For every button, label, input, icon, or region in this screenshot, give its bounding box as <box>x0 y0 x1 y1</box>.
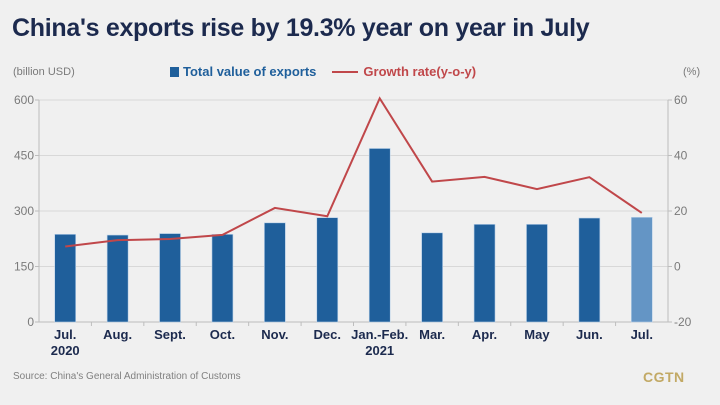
x-tick-label: Oct. <box>210 327 235 342</box>
left-tick-label: 450 <box>14 149 34 163</box>
legend-bar-label: Total value of exports <box>183 64 317 79</box>
right-axis-unit: (%) <box>683 66 701 78</box>
x-tick-label: Aug. <box>103 327 132 342</box>
bar-7 <box>368 148 391 323</box>
right-tick-label: -20 <box>674 315 692 329</box>
bar-12 <box>630 216 653 323</box>
x-tick-label: Dec. <box>314 327 341 342</box>
chart-title: China's exports rise by 19.3% year on ye… <box>12 14 590 42</box>
x-tick-label: Nov. <box>261 327 288 342</box>
source-note: Source: China's General Administration o… <box>13 371 241 382</box>
left-tick-label: 150 <box>14 260 34 274</box>
x-tick-label: Jul. <box>54 327 76 342</box>
bar-3 <box>159 233 181 323</box>
bar-6 <box>316 217 339 323</box>
right-tick-label: 0 <box>674 260 681 274</box>
bar-4 <box>211 234 234 323</box>
legend-line-swatch <box>332 70 359 73</box>
x-tick-sublabel: 2021 <box>365 343 394 358</box>
x-tick-label: Mar. <box>419 327 445 342</box>
bar-9 <box>473 224 496 323</box>
legend: Total value of exports Growth rate(y-o-y… <box>170 64 476 79</box>
bar-5 <box>264 222 286 323</box>
bar-10 <box>526 224 548 323</box>
left-axis-unit: (billion USD) <box>13 66 75 78</box>
cgtn-logo: CGTN <box>643 369 685 385</box>
x-tick-label: Jun. <box>576 327 603 342</box>
left-tick-label: 600 <box>14 93 34 107</box>
bar-2 <box>106 234 129 323</box>
x-tick-sublabel: 2020 <box>51 343 80 358</box>
bar-1 <box>54 234 77 323</box>
growth-rate-line <box>65 96 643 248</box>
right-tick-label: 20 <box>674 204 688 218</box>
legend-line-label: Growth rate(y-o-y) <box>363 64 477 79</box>
right-tick-label: 60 <box>674 93 688 107</box>
x-tick-label: May <box>524 327 550 342</box>
bar-8 <box>421 232 443 323</box>
legend-bar-swatch <box>170 66 179 77</box>
bar-11 <box>578 217 601 323</box>
x-tick-label: Apr. <box>472 327 497 342</box>
left-tick-label: 0 <box>27 315 34 329</box>
x-tick-label: Jan.-Feb. <box>351 327 408 342</box>
right-tick-label: 40 <box>674 149 688 163</box>
left-tick-label: 300 <box>14 204 34 218</box>
x-tick-label: Sept. <box>154 327 186 342</box>
x-tick-label: Jul. <box>631 327 653 342</box>
